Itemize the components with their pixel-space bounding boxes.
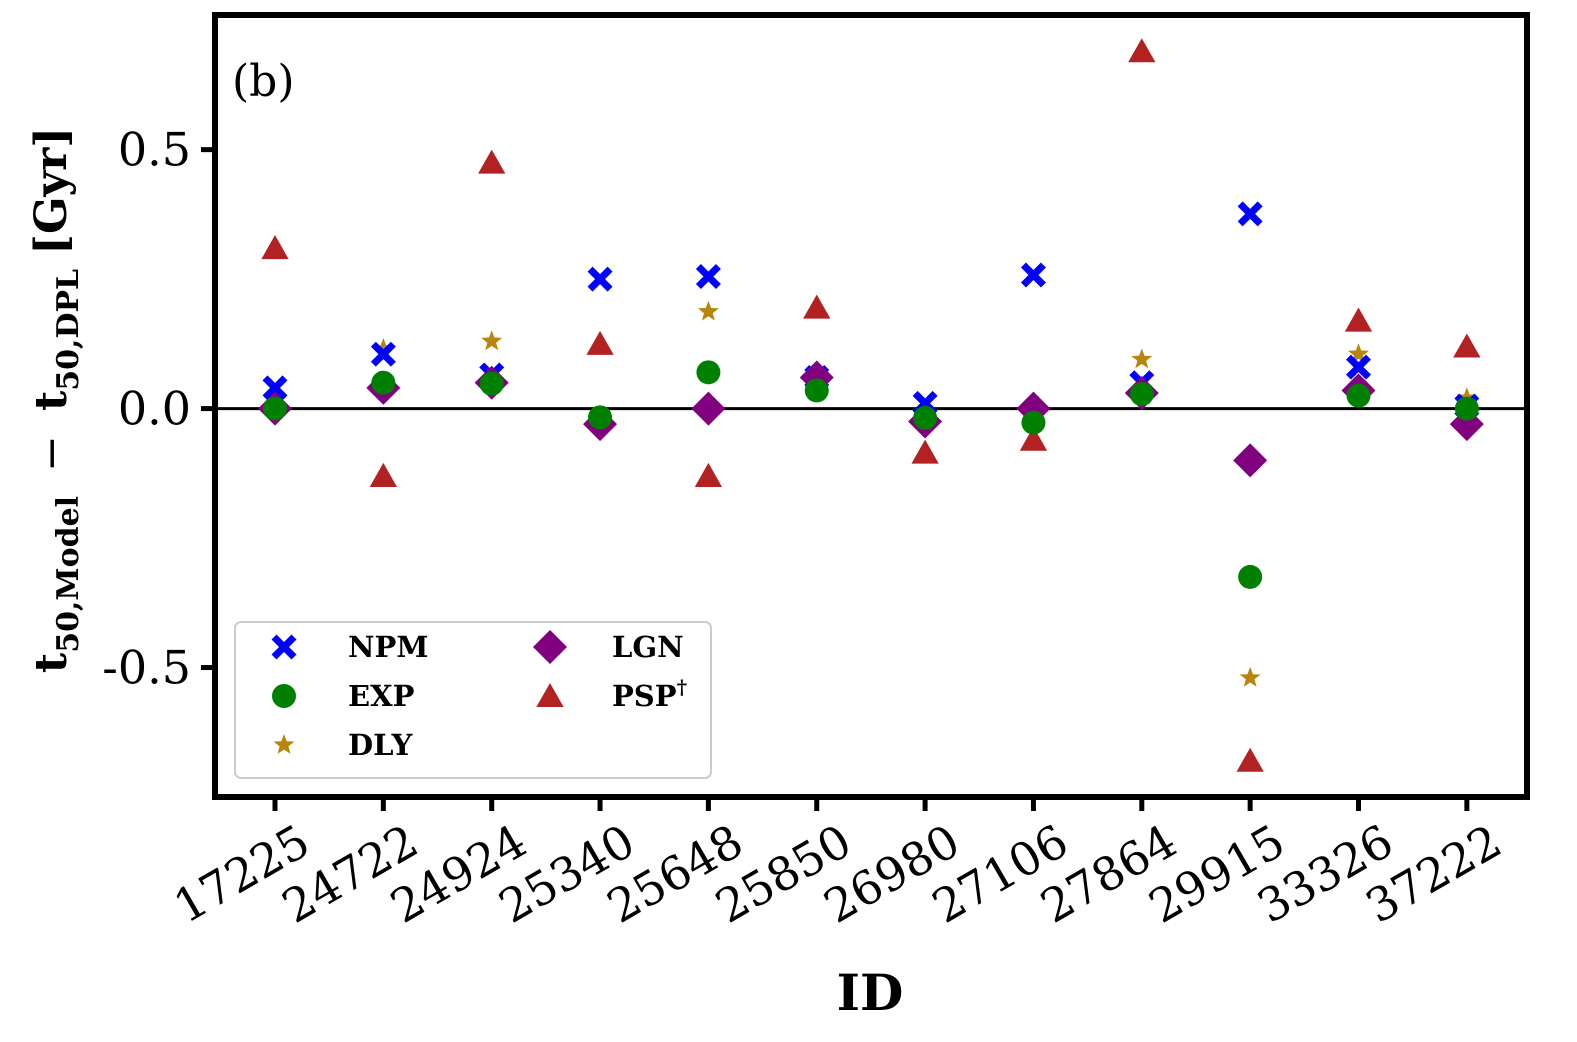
point-npm-24722 (370, 341, 396, 367)
legend-box (234, 621, 712, 779)
point-npm-29915 (1237, 201, 1263, 227)
y-tick-label: -0.5 (102, 641, 191, 695)
point-dly-24722 (372, 338, 394, 358)
x-axis-title: ID (837, 963, 904, 1022)
point-exp-25648 (696, 360, 721, 385)
point-exp-33326 (1346, 383, 1371, 408)
point-npm-25648 (695, 264, 721, 290)
legend-label-exp: EXP (348, 679, 415, 713)
point-exp-37222 (1454, 396, 1479, 421)
point-lgn-25648 (691, 391, 726, 426)
point-psp-27864 (1128, 38, 1156, 63)
legend-marker-dly (273, 734, 295, 754)
point-exp-17225 (263, 396, 287, 421)
series-npm (262, 201, 1480, 419)
legend-label-psp: PSP† (612, 675, 687, 713)
legend-label-suffix: † (677, 675, 687, 699)
legend-entry-npm: NPM (271, 630, 428, 664)
point-exp-24722 (371, 370, 396, 395)
point-psp-25850 (803, 294, 831, 319)
y-tick-label: 0.5 (118, 123, 191, 177)
legend-entry-exp: EXP (272, 679, 415, 713)
point-npm-17225 (262, 375, 288, 401)
y-axis: 0.5 0.0 -0.5 (102, 123, 215, 695)
point-psp-25340 (586, 330, 614, 355)
point-npm-25340 (587, 266, 613, 292)
point-psp-27106 (1019, 426, 1048, 451)
legend-marker-psp (536, 683, 564, 708)
point-exp-25340 (588, 405, 613, 430)
y-title-left-sub: 50,Model (51, 496, 86, 653)
point-psp-25648 (694, 462, 723, 487)
series-lgn (258, 360, 1484, 478)
point-psp-33326 (1344, 307, 1373, 332)
svg-text:t50,Model−t50,DPL[Gyr]: t50,Model−t50,DPL[Gyr] (26, 127, 86, 673)
point-dly-27864 (1131, 348, 1153, 369)
point-exp-26980 (913, 405, 938, 430)
y-title-unit: [Gyr] (26, 127, 77, 255)
legend-entry-dly: DLY (273, 728, 413, 762)
legend: NPM EXP DLY LGN PSP† (234, 621, 712, 779)
point-exp-27106 (1021, 410, 1046, 435)
legend-marker-npm (271, 634, 297, 660)
legend-entry-lgn: LGN (533, 630, 684, 664)
point-psp-24722 (369, 462, 397, 487)
point-psp-26980 (911, 439, 939, 464)
panel-label: (b) (232, 56, 295, 107)
legend-marker-exp (272, 684, 296, 708)
plot-frame (212, 12, 1530, 800)
y-title-operator: − (26, 435, 77, 472)
legend-marker-lgn (533, 630, 567, 664)
legend-entry-psp: PSP† (536, 675, 687, 713)
point-lgn-29915 (1233, 443, 1268, 478)
legend-label-dly: DLY (348, 728, 413, 762)
point-dly-25648 (697, 300, 719, 321)
legend-label-lgn: LGN (612, 630, 684, 664)
point-exp-25850 (804, 378, 829, 403)
point-dly-24924 (481, 330, 503, 351)
point-npm-33326 (1346, 354, 1371, 380)
x-axis: 1722524722249242534025648258502698027106… (165, 797, 1510, 934)
plot-area (212, 12, 1530, 800)
point-exp-27864 (1129, 382, 1154, 407)
y-title-right-base: t (26, 390, 77, 411)
y-axis-title: t50,Model−t50,DPL[Gyr] (26, 127, 86, 673)
point-npm-27106 (1020, 262, 1046, 288)
point-psp-29915 (1236, 747, 1264, 772)
y-title-right-sub: 50,DPL (51, 269, 86, 391)
y-tick-label: 0.0 (118, 382, 191, 436)
series-psp (261, 38, 1481, 772)
legend-label-npm: NPM (348, 630, 428, 664)
point-exp-29915 (1238, 564, 1263, 589)
point-psp-24924 (478, 149, 506, 174)
y-title-left-base: t (26, 652, 77, 673)
point-dly-33326 (1348, 343, 1369, 364)
point-dly-29915 (1239, 666, 1261, 687)
series-exp (263, 360, 1479, 589)
point-psp-17225 (261, 235, 289, 260)
point-psp-37222 (1453, 333, 1481, 358)
point-exp-24924 (479, 371, 504, 396)
